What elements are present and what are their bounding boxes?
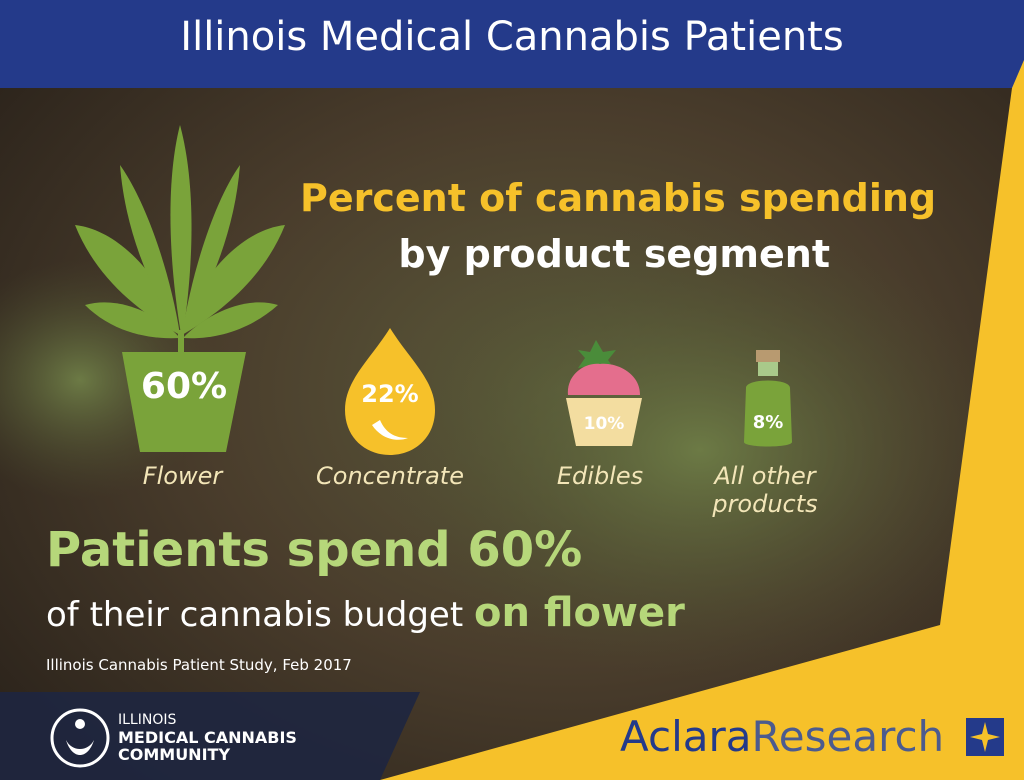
value-label: 10% (583, 414, 625, 434)
headline: Patients spend 60% (46, 522, 583, 578)
segment-label: Flower (142, 462, 223, 490)
value-label: 22% (361, 380, 419, 408)
headline-text: of their cannabis budget (46, 595, 464, 635)
value-label: 60% (140, 366, 228, 407)
logo-text: Aclara (620, 712, 752, 761)
value-label: 8% (752, 412, 784, 433)
headline-emphasis: on flower (473, 590, 685, 636)
source: Illinois Cannabis Patient Study, Feb 201… (46, 656, 352, 674)
headline: of their cannabis budget on flower (46, 590, 685, 636)
logo-text: Research (751, 712, 945, 761)
logo-text: ILLINOIS (118, 712, 177, 728)
segment-label: Concentrate (316, 462, 464, 490)
segment-label: Edibles (556, 462, 644, 490)
title: Illinois Medical Cannabis Patients (180, 14, 844, 60)
logo-text: MEDICAL CANNABIS (118, 728, 297, 747)
segment-label: All other products (712, 462, 818, 518)
imcc-logo: ILLINOIS MEDICAL CANNABIS COMMUNITY (118, 712, 297, 763)
aclara-logo: AclaraResearch (620, 712, 944, 761)
logo-text: COMMUNITY (118, 745, 231, 764)
subtitle: by product segment (398, 232, 830, 276)
subtitle: Percent of cannabis spending (300, 176, 937, 220)
